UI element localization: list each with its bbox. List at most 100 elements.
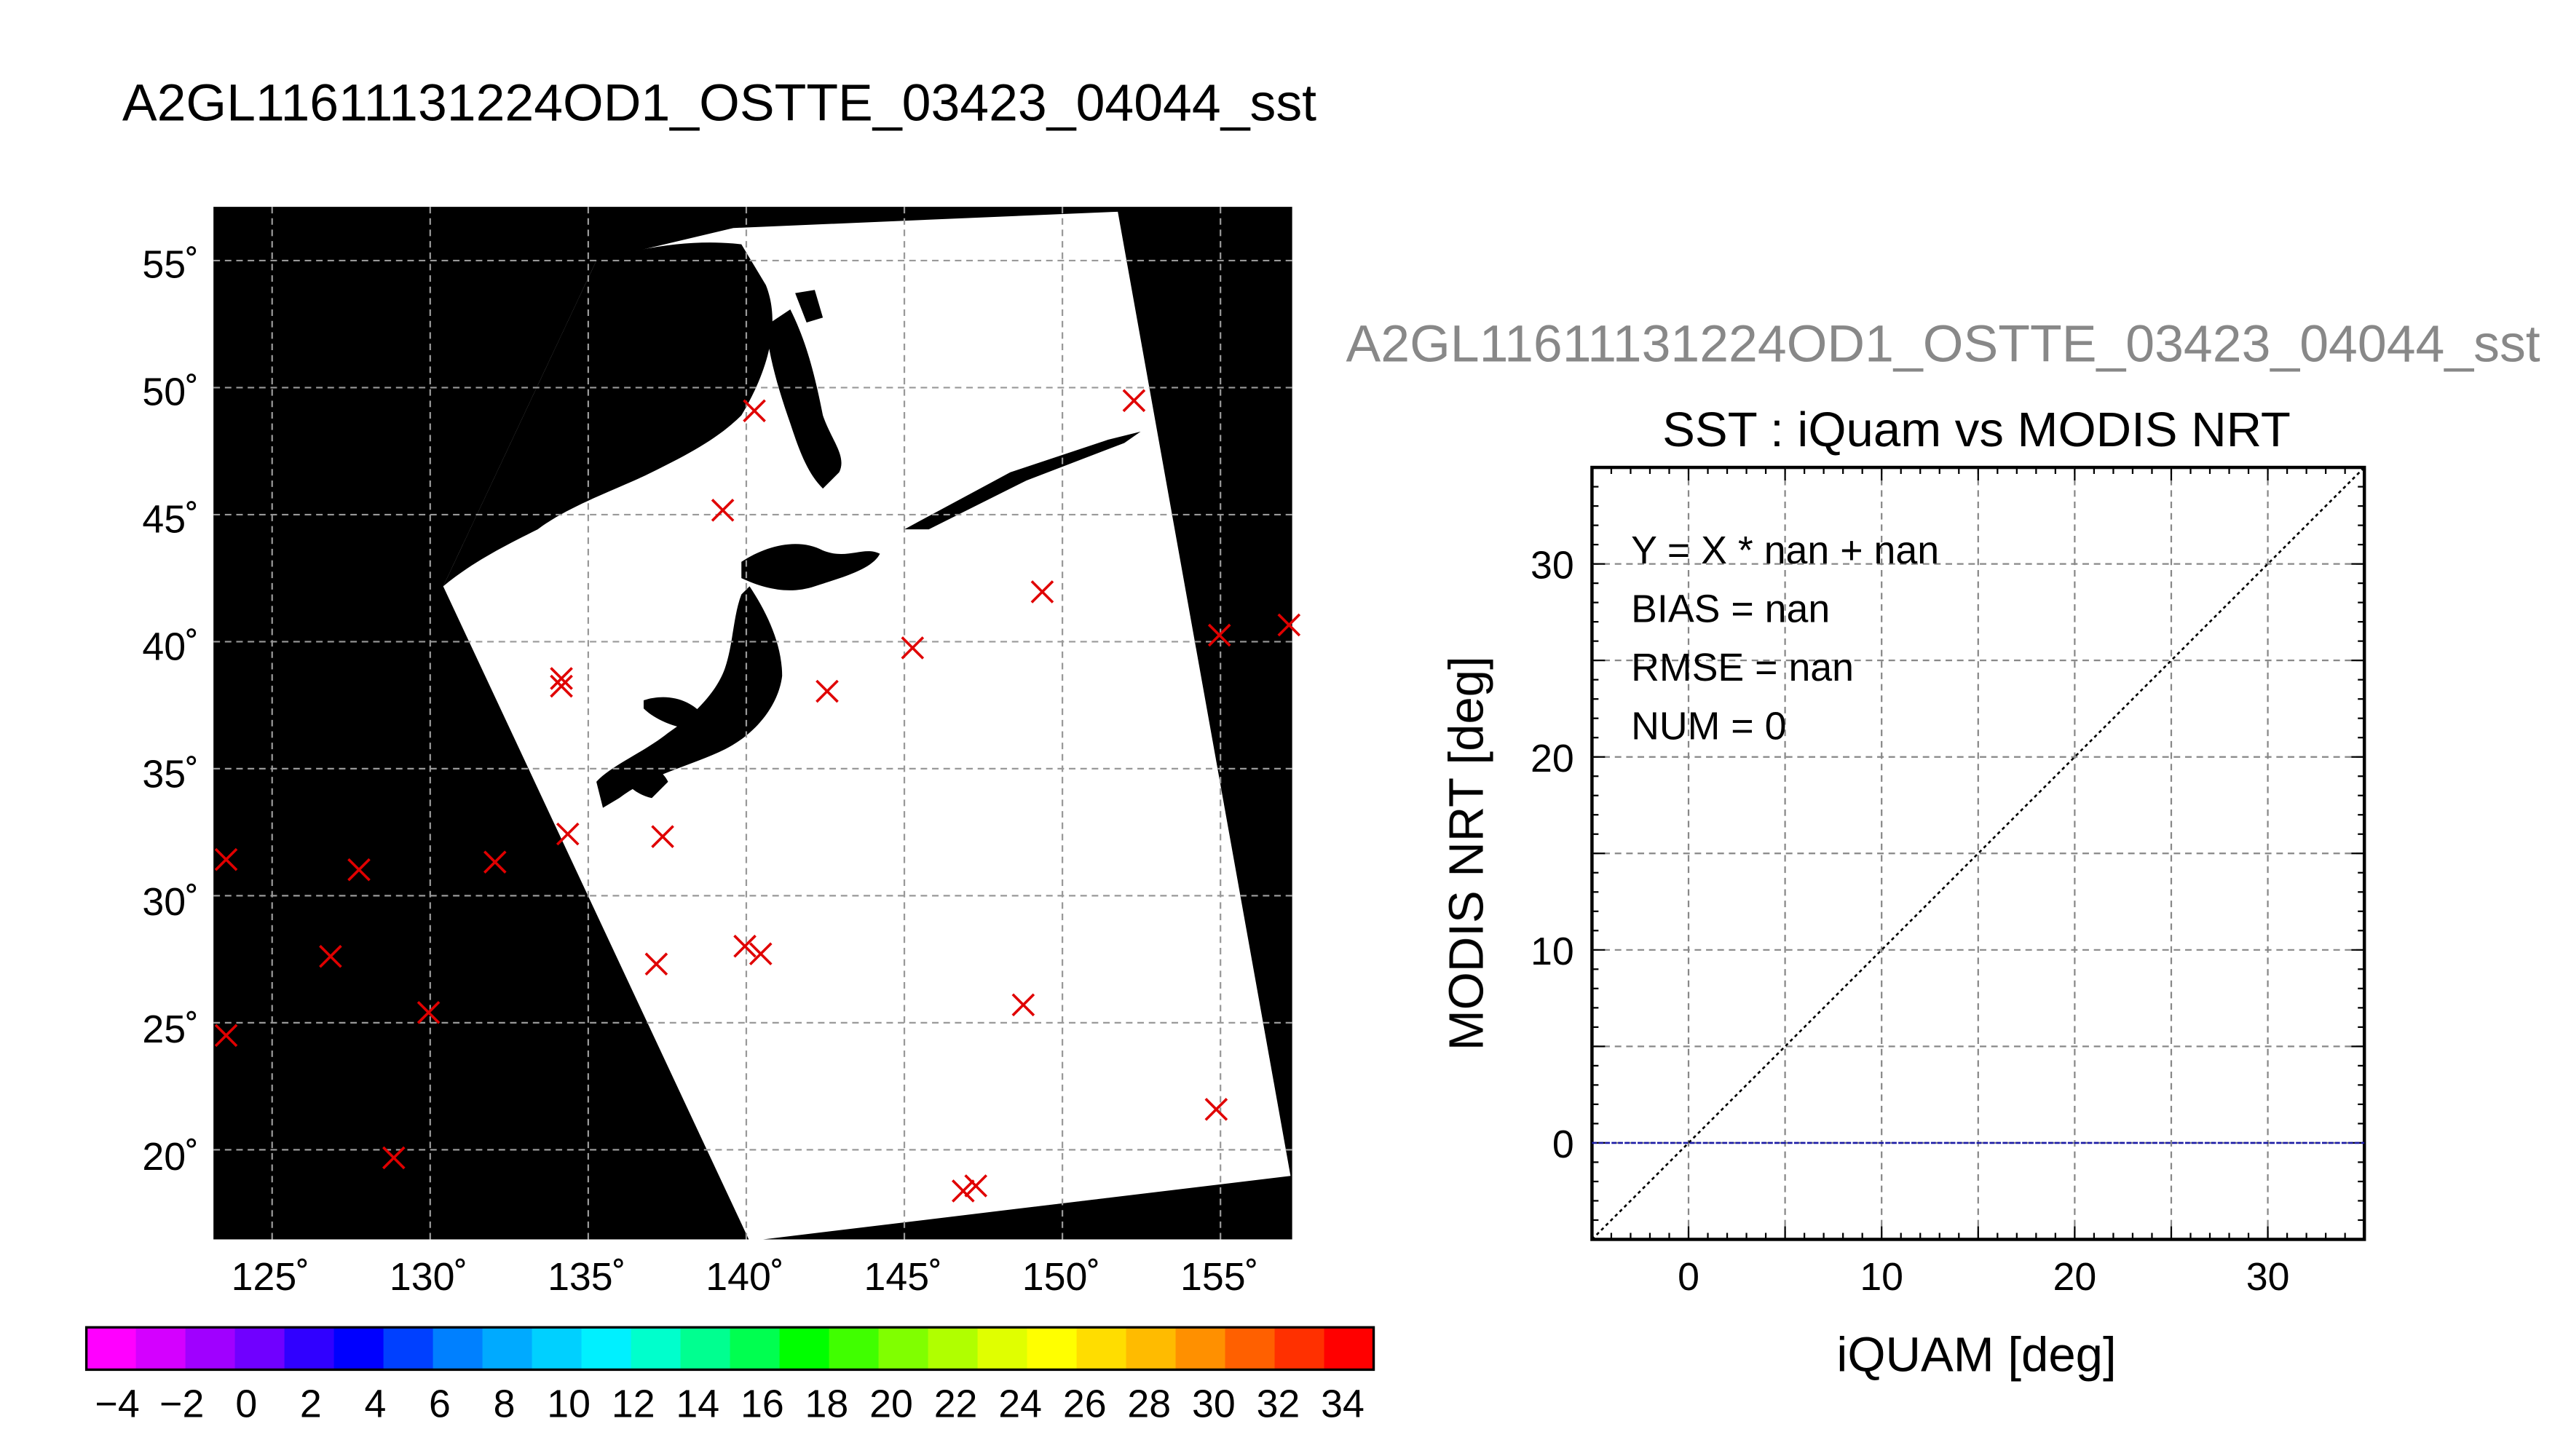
match-marker	[901, 636, 925, 660]
colorbar-tick-label: 4	[364, 1382, 386, 1425]
match-marker	[644, 952, 668, 976]
match-marker	[1011, 993, 1035, 1017]
colorbar-swatch	[581, 1327, 632, 1370]
colorbar-swatch	[1076, 1327, 1127, 1370]
map-lat-tick-label: 40˚	[142, 625, 199, 669]
scatter-y-tick-labels: 0 10 20 30	[1531, 544, 1574, 1166]
colorbar-tick-label: 32	[1257, 1382, 1300, 1425]
colorbar-swatch	[1027, 1327, 1078, 1370]
scatter-x-tick-labels: 0 10 20 30	[1678, 1255, 2289, 1299]
colorbar-tick-label: −4	[95, 1382, 140, 1425]
stat-bias: BIAS = nan	[1631, 587, 1830, 631]
match-marker	[416, 1000, 441, 1024]
stat-num: NUM = 0	[1631, 705, 1786, 748]
match-markers	[214, 389, 1301, 1203]
colorbar-swatch	[383, 1327, 434, 1370]
colorbar-swatch	[829, 1327, 880, 1370]
stat-rmse: RMSE = nan	[1631, 646, 1854, 689]
map-lon-tick-label: 130˚	[390, 1255, 467, 1299]
scatter-y-tick-label: 10	[1531, 930, 1574, 973]
scatter-panel: A2GL11611131224OD1_OSTTE_03423_04044_sst…	[1346, 315, 2540, 1382]
map-lat-tick-label: 20˚	[142, 1135, 199, 1179]
colorbar: −4 −2 0 2 4 6 8 10 12 14 16 18 20 22 24 26 28 30 32 34	[84, 1326, 1375, 1425]
scatter-x-axis-label: iQUAM [deg]	[1836, 1328, 2116, 1382]
match-marker	[951, 1179, 975, 1203]
map-lat-tick-label: 25˚	[142, 1008, 199, 1051]
scatter-y-axis-label: MODIS NRT [deg]	[1439, 656, 1493, 1051]
colorbar-tick-label: 26	[1063, 1382, 1107, 1425]
match-marker	[1277, 613, 1301, 637]
match-marker	[1122, 389, 1146, 413]
colorbar-swatch	[779, 1327, 830, 1370]
match-marker	[1204, 1098, 1228, 1121]
colorbar-swatch	[1225, 1327, 1276, 1370]
match-marker	[550, 667, 573, 690]
colorbar-tick-label: 12	[612, 1382, 655, 1425]
map-lon-tick-label: 155˚	[1180, 1255, 1258, 1299]
map-panel: 125˚ 130˚ 135˚ 140˚ 145˚ 150˚ 155˚ 55˚ 50˚ 45˚ 40…	[142, 207, 1301, 1299]
map-lat-labels: 55˚ 50˚ 45˚ 40˚ 35˚ 30˚ 25˚ 20˚	[142, 242, 199, 1179]
map-lat-tick-label: 45˚	[142, 498, 199, 542]
colorbar-tick-label: 8	[494, 1382, 516, 1425]
colorbar-tick-label: 14	[676, 1382, 719, 1425]
colorbar-tick-label: 28	[1127, 1382, 1171, 1425]
map-gridlines	[213, 207, 1292, 1240]
land	[443, 242, 1141, 808]
map-lat-tick-label: 30˚	[142, 880, 199, 924]
colorbar-tick-label: 16	[741, 1382, 784, 1425]
colorbar-swatch	[333, 1327, 384, 1370]
map-lat-tick-label: 50˚	[142, 370, 199, 414]
map-lon-labels: 125˚ 130˚ 135˚ 140˚ 145˚ 150˚ 155˚	[232, 1255, 1259, 1299]
colorbar-swatch	[185, 1327, 236, 1370]
colorbar-tick-label: 22	[934, 1382, 978, 1425]
map-lon-tick-label: 150˚	[1022, 1255, 1100, 1299]
scatter-x-tick-label: 20	[2053, 1255, 2097, 1299]
match-marker	[214, 1024, 238, 1048]
colorbar-tick-label: 34	[1321, 1382, 1365, 1425]
match-marker	[382, 1146, 406, 1170]
match-marker	[749, 942, 773, 966]
colorbar-swatch	[234, 1327, 285, 1370]
match-marker	[1207, 623, 1231, 647]
colorbar-swatch	[1274, 1327, 1325, 1370]
colorbar-tick-label: −2	[159, 1382, 204, 1425]
colorbar-swatch	[680, 1327, 731, 1370]
map-lon-tick-label: 135˚	[548, 1255, 625, 1299]
scatter-gridlines	[1592, 467, 2365, 1240]
colorbar-swatch	[631, 1327, 682, 1370]
scatter-minor-ticks	[1591, 466, 2366, 1241]
colorbar-swatch	[1126, 1327, 1177, 1370]
colorbar-frame	[84, 1326, 1375, 1372]
scatter-title: SST : iQuam vs MODIS NRT	[1662, 403, 2291, 457]
match-marker	[964, 1174, 988, 1198]
scatter-y-tick-label: 20	[1531, 737, 1574, 780]
scatter-x-tick-label: 30	[2246, 1255, 2290, 1299]
colorbar-tick-label: 20	[869, 1382, 913, 1425]
map-lon-tick-label: 125˚	[232, 1255, 309, 1299]
colorbar-swatches	[86, 1327, 1375, 1370]
colorbar-tick-label: 30	[1192, 1382, 1236, 1425]
map-lat-tick-label: 35˚	[142, 753, 199, 796]
scatter-x-tick-label: 0	[1678, 1255, 1699, 1299]
colorbar-swatch	[928, 1327, 979, 1370]
match-marker	[483, 850, 507, 874]
colorbar-swatch	[1324, 1327, 1375, 1370]
map-lon-tick-label: 140˚	[706, 1255, 783, 1299]
colorbar-tick-label: 18	[805, 1382, 849, 1425]
match-marker	[550, 674, 573, 698]
colorbar-swatch	[482, 1327, 533, 1370]
colorbar-swatch	[433, 1327, 483, 1370]
map-lon-tick-label: 145˚	[864, 1255, 942, 1299]
match-marker	[816, 679, 839, 703]
match-marker	[651, 825, 674, 848]
scatter-y-tick-label: 30	[1531, 544, 1574, 587]
colorbar-tick-label: 2	[300, 1382, 322, 1425]
colorbar-swatch	[1175, 1327, 1226, 1370]
colorbar-swatch	[86, 1327, 137, 1370]
colorbar-tick-label: 6	[429, 1382, 451, 1425]
match-marker	[1030, 580, 1054, 604]
colorbar-swatch	[284, 1327, 335, 1370]
colorbar-labels: −4 −2 0 2 4 6 8 10 12 14 16 18 20 22 24 26 28 30 32 34	[95, 1382, 1365, 1425]
colorbar-swatch	[135, 1327, 186, 1370]
